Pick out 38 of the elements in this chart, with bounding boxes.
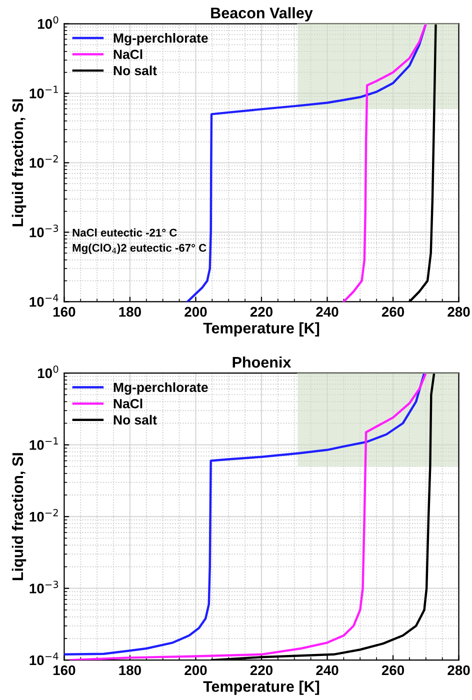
y-axis-title: Liquid fraction, SI bbox=[12, 99, 26, 226]
legend-label: NaCl bbox=[114, 49, 142, 60]
legend-label: No salt bbox=[114, 414, 157, 425]
x-tick-label: 160 bbox=[53, 306, 76, 317]
legend-label: Mg-perchlorate bbox=[114, 33, 208, 46]
y-axis-title: Liquid fraction, SI bbox=[12, 453, 26, 580]
annotation: NaCl eutectic -21° C bbox=[72, 228, 177, 237]
legend-label: No salt bbox=[114, 66, 157, 76]
x-tick-label: 220 bbox=[250, 306, 273, 317]
x-tick-label: 200 bbox=[184, 306, 207, 317]
x-tick-label: 280 bbox=[448, 306, 470, 317]
x-tick-label: 160 bbox=[53, 665, 76, 676]
chart-title: Beacon Valley bbox=[211, 7, 313, 22]
y-tick-label: 10$^{−1}$ bbox=[30, 437, 58, 450]
chart-title: Phoenix bbox=[232, 356, 292, 368]
x-tick-label: 180 bbox=[119, 306, 141, 317]
legend-label: NaCl bbox=[114, 398, 142, 408]
y-tick-label: 10$^{−2}$ bbox=[30, 508, 58, 522]
y-tick-label: 10$^{−1}$ bbox=[30, 86, 58, 98]
x-tick-label: 200 bbox=[184, 665, 207, 676]
annotation: Mg(ClO$_{4}$)2 eutectic -67° C bbox=[72, 244, 206, 254]
x-tick-label: 280 bbox=[448, 665, 470, 676]
y-tick-label: 10$^{−2}$ bbox=[30, 155, 58, 168]
x-tick-label: 260 bbox=[382, 665, 404, 676]
x-tick-label: 260 bbox=[382, 306, 404, 317]
x-axis-title: Temperature [K] bbox=[203, 322, 320, 337]
x-tick-label: 240 bbox=[316, 665, 338, 676]
x-tick-label: 240 bbox=[316, 306, 338, 317]
y-tick-label: 10$^{−4}$ bbox=[30, 294, 58, 307]
x-tick-label: 180 bbox=[119, 665, 141, 676]
y-tick-label: 10$^{−4}$ bbox=[30, 652, 58, 666]
x-tick-label: 220 bbox=[250, 665, 273, 676]
y-tick-label: 10$^{−3}$ bbox=[30, 224, 58, 238]
y-tick-label: 10$^{−3}$ bbox=[30, 580, 58, 594]
y-tick-label: 10$^{0}$ bbox=[38, 16, 58, 29]
y-tick-label: 10$^{0}$ bbox=[38, 365, 58, 378]
legend-label: Mg-perchlorate bbox=[114, 382, 208, 395]
x-axis-title: Temperature [K] bbox=[203, 680, 320, 695]
